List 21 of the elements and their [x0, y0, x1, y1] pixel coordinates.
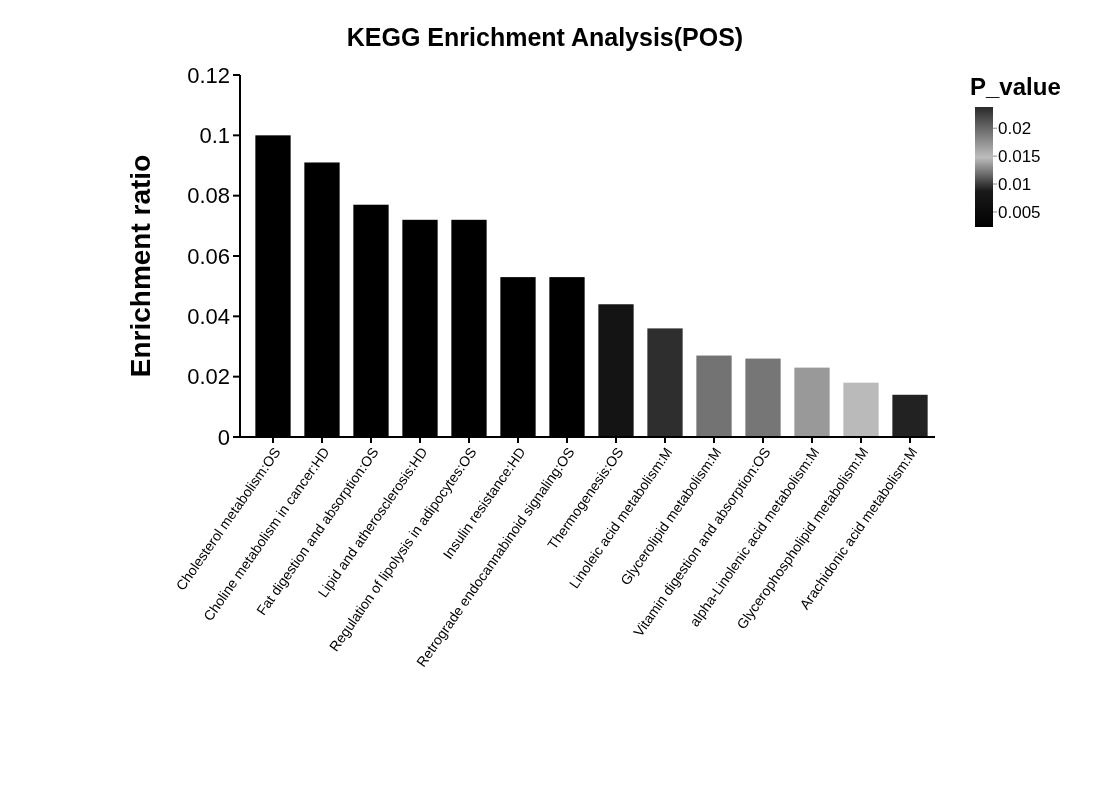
y-axis-title: Enrichment ratio [125, 154, 156, 378]
bar [843, 382, 879, 437]
y-tick-label: 0 [217, 424, 230, 450]
chart-title: KEGG Enrichment Analysis(POS) [346, 23, 744, 51]
color-bar-title: P_value [970, 73, 1061, 100]
y-tick-label: 0.08 [187, 183, 230, 209]
bar [647, 328, 683, 437]
y-tick-label: 0.04 [187, 304, 230, 330]
bar [696, 355, 732, 437]
bar [745, 358, 781, 437]
y-tick-label: 0.06 [187, 243, 230, 269]
bar [892, 394, 928, 437]
color-bar-label: 0.02 [998, 119, 1032, 139]
bar [794, 367, 830, 437]
color-bar-label: 0.005 [998, 202, 1041, 222]
color-bar-label: 0.015 [998, 147, 1041, 167]
bar [598, 304, 634, 437]
y-tick-label: 0.1 [199, 123, 230, 149]
y-tick-label: 0.02 [187, 364, 230, 390]
y-tick-label: 0.12 [187, 62, 230, 88]
color-bar-label: 0.01 [998, 174, 1032, 194]
